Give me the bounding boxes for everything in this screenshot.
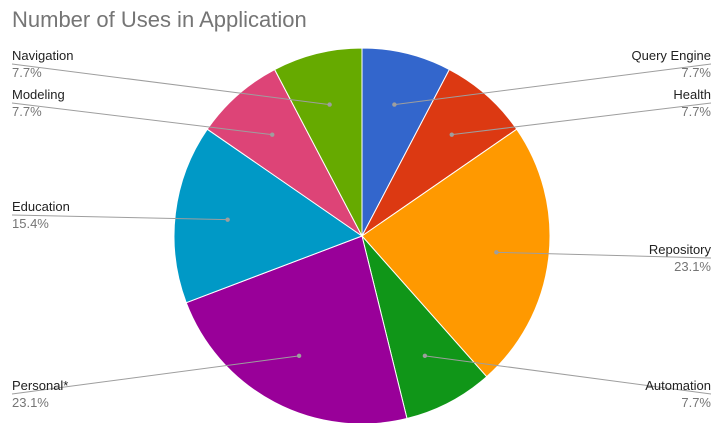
leader-line-health	[451, 102, 712, 136]
leader-line-navigation	[11, 63, 330, 106]
pie-slice-personal[interactable]	[185, 235, 408, 423]
leader-dot-repository	[494, 250, 499, 255]
slice-label-modeling: Modeling	[12, 87, 65, 102]
leader-line-education	[11, 214, 228, 221]
slice-percent-education: 15.4%	[12, 216, 49, 231]
slice-label-repository: Repository	[649, 242, 712, 257]
leader-dot-personal	[296, 353, 302, 359]
slice-labels: Query Engine 7.7% Health 7.7% Repository 23.1…	[11, 48, 712, 410]
leader-dot-modeling	[270, 132, 275, 137]
pie-slice-repository[interactable]	[361, 128, 551, 378]
slice-percent-automation: 7.7%	[681, 395, 711, 410]
leader-line-repository	[496, 251, 712, 259]
slice-percent-modeling: 7.7%	[12, 104, 42, 119]
leader-line-query-engine	[394, 63, 712, 106]
slice-label-navigation: Navigation	[12, 48, 73, 63]
leader-dot-automation	[422, 353, 428, 359]
slice-label-automation: Automation	[645, 378, 711, 393]
leader-dot-health	[449, 132, 454, 137]
slice-percent-navigation: 7.7%	[12, 65, 42, 80]
slice-percent-query-engine: 7.7%	[681, 65, 711, 80]
leader-line-personal	[11, 355, 300, 395]
slice-percent-repository: 23.1%	[674, 259, 711, 274]
leader-dot-navigation	[327, 102, 332, 107]
slice-label-query-engine: Query Engine	[632, 48, 712, 63]
leader-dot-education	[225, 217, 230, 222]
slice-percent-health: 7.7%	[681, 104, 711, 119]
slice-percent-personal: 23.1%	[12, 395, 49, 410]
slice-label-personal: Personal*	[12, 378, 68, 393]
leader-dot-query-engine	[392, 102, 397, 107]
leader-line-automation	[424, 355, 712, 395]
pie-slice-education[interactable]	[173, 128, 364, 304]
slice-label-health: Health	[673, 87, 711, 102]
pie-slices	[173, 47, 551, 423]
slice-label-education: Education	[12, 199, 70, 214]
leader-line-modeling	[11, 102, 273, 136]
chart-title: Number of Uses in Application	[12, 7, 307, 32]
pie-slice-navigation[interactable]	[273, 47, 363, 237]
